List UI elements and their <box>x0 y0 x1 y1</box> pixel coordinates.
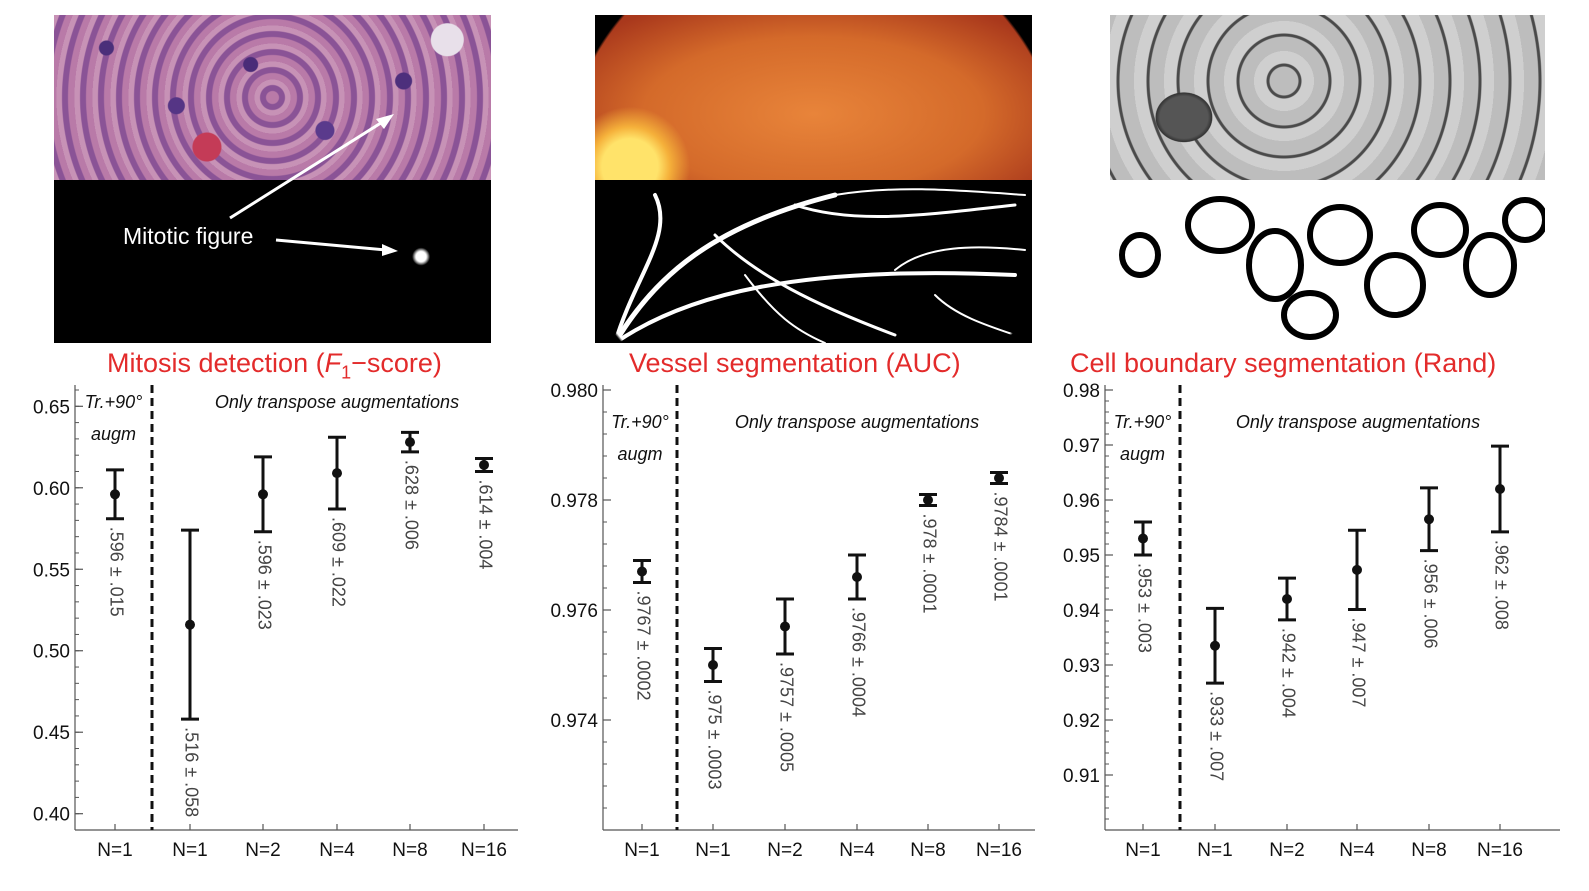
y-tick-label: 0.50 <box>33 642 70 663</box>
y-tick-label: 0.980 <box>550 381 598 402</box>
data-point <box>405 437 415 448</box>
x-category-label: N=2 <box>245 840 280 861</box>
em-image <box>1110 15 1545 180</box>
x-category-label: N=1 <box>97 840 132 861</box>
panel-mitosis: Mitotic figure Mitosis detection (F1−sco… <box>0 0 530 891</box>
vessel-title: Vessel segmentation (AUC) <box>629 348 961 378</box>
data-point <box>637 566 647 577</box>
value-label: .953 ± .003 <box>1134 563 1154 653</box>
fundus-mask <box>595 15 1032 343</box>
y-tick-label: 0.65 <box>33 397 70 418</box>
value-label: .975 ± .0003 <box>704 690 724 790</box>
detection-map <box>54 180 491 343</box>
cell-image <box>1110 15 1545 343</box>
x-category-label: N=4 <box>839 840 875 861</box>
panel-cell: Cell boundary segmentation (Rand) <box>1060 0 1589 891</box>
value-label: .9784 ± .0001 <box>990 492 1010 602</box>
panel-vessel: Vessel segmentation (AUC) <box>530 0 1060 891</box>
mitosis-image <box>54 15 491 343</box>
group-left-label: augm <box>1120 444 1165 464</box>
x-category-label: N=8 <box>392 840 427 861</box>
value-label: .596 ± .015 <box>106 527 126 617</box>
data-point <box>479 459 489 470</box>
value-label: .978 ± .0001 <box>919 514 939 614</box>
x-category-label: N=1 <box>695 840 730 861</box>
y-tick-label: 0.976 <box>550 601 598 622</box>
x-category-label: N=16 <box>461 840 507 861</box>
value-label: .956 ± .006 <box>1420 559 1440 649</box>
data-point <box>1138 533 1148 544</box>
group-left-label: Tr.+90° <box>1114 412 1172 432</box>
y-tick-label: 0.97 <box>1063 436 1100 457</box>
data-point <box>1210 640 1220 651</box>
histology-image <box>54 15 491 180</box>
data-point <box>994 473 1004 483</box>
vessel-image <box>595 15 1032 343</box>
x-category-label: N=4 <box>1339 840 1375 861</box>
y-tick-label: 0.40 <box>33 805 70 826</box>
x-category-label: N=16 <box>1477 840 1523 861</box>
value-label: .614 ± .004 <box>475 479 495 569</box>
y-tick-label: 0.60 <box>33 479 70 500</box>
y-tick-label: 0.91 <box>1063 766 1100 787</box>
x-category-label: N=1 <box>1125 840 1160 861</box>
group-right-label: Only transpose augmentations <box>215 392 459 412</box>
x-category-label: N=8 <box>1411 840 1446 861</box>
data-point <box>1495 484 1505 494</box>
data-point <box>923 495 933 505</box>
data-point <box>258 489 268 500</box>
group-left-label: Tr.+90° <box>85 392 143 412</box>
x-category-label: N=2 <box>1269 840 1304 861</box>
value-label: .516 ± .058 <box>181 727 201 817</box>
data-point <box>852 572 862 582</box>
x-category-label: N=8 <box>910 840 945 861</box>
data-point <box>708 660 718 670</box>
mitotic-figure-annotation: Mitotic figure <box>123 223 254 249</box>
x-category-label: N=4 <box>319 840 355 861</box>
value-label: .933 ± .007 <box>1206 691 1226 781</box>
value-label: .596 ± .023 <box>254 540 274 630</box>
group-left-label: augm <box>91 424 136 444</box>
y-tick-label: 0.45 <box>33 723 70 744</box>
group-right-label: Only transpose augmentations <box>735 412 979 432</box>
value-label: .9766 ± .0004 <box>848 607 868 717</box>
y-tick-label: 0.93 <box>1063 656 1100 677</box>
x-category-label: N=16 <box>976 840 1022 861</box>
data-point <box>780 621 790 632</box>
y-tick-label: 0.95 <box>1063 546 1100 567</box>
value-label: .609 ± .022 <box>328 517 348 607</box>
data-point <box>1282 594 1292 604</box>
value-label: .942 ± .004 <box>1278 628 1298 718</box>
data-point <box>1352 564 1362 575</box>
data-point <box>1424 514 1434 525</box>
y-tick-label: 0.94 <box>1063 601 1100 622</box>
data-point <box>185 619 195 630</box>
y-tick-label: 0.55 <box>33 560 70 581</box>
x-category-label: N=1 <box>1197 840 1232 861</box>
group-left-label: Tr.+90° <box>611 412 669 432</box>
y-tick-label: 0.98 <box>1063 381 1100 402</box>
value-label: .628 ± .006 <box>401 460 421 550</box>
value-label: .9757 ± .0005 <box>776 662 796 772</box>
cell-title: Cell boundary segmentation (Rand) <box>1070 348 1497 378</box>
group-right-label: Only transpose augmentations <box>1236 412 1480 432</box>
group-left-label: augm <box>617 444 662 464</box>
value-label: .962 ± .008 <box>1491 540 1511 630</box>
value-label: .947 ± .007 <box>1348 617 1368 707</box>
y-tick-label: 0.96 <box>1063 491 1100 512</box>
value-label: .9767 ± .0002 <box>633 591 653 701</box>
mitosis-title: Mitosis detection (F1−score) <box>107 348 442 383</box>
y-tick-label: 0.978 <box>550 491 598 512</box>
annotation-arrows <box>229 114 398 256</box>
data-point <box>110 489 120 500</box>
y-tick-label: 0.92 <box>1063 711 1100 732</box>
x-category-label: N=1 <box>624 840 659 861</box>
y-tick-label: 0.974 <box>550 711 598 732</box>
x-category-label: N=1 <box>172 840 207 861</box>
x-category-label: N=2 <box>767 840 802 861</box>
data-point <box>332 468 342 479</box>
cell-boundaries <box>1119 196 1545 340</box>
